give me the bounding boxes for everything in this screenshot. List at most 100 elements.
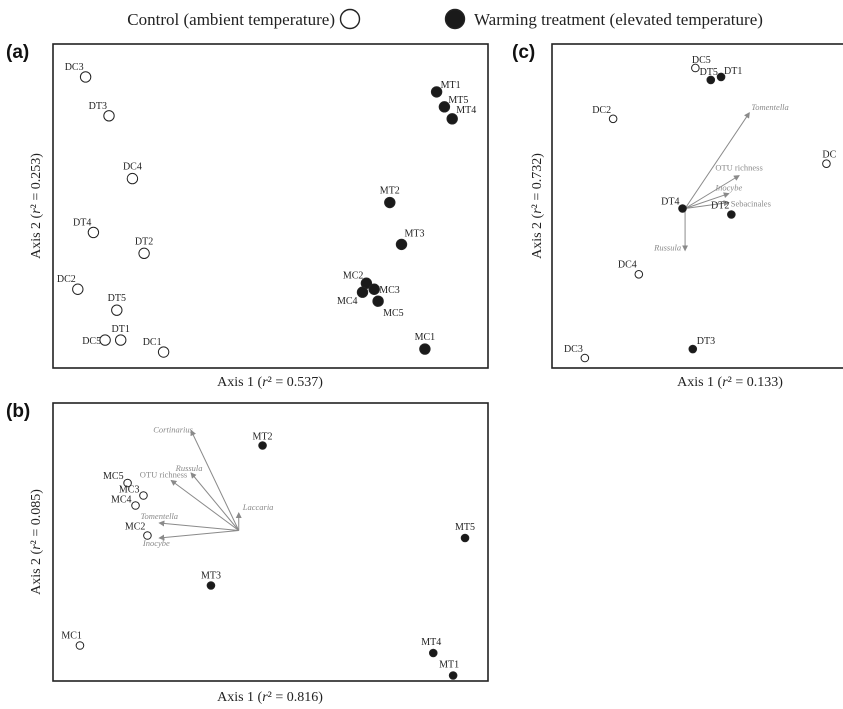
panel-a-ylabel: Axis 2 (r² = 0.253)	[29, 153, 44, 259]
point-label: MC2	[343, 270, 364, 281]
point-label: DT4	[661, 197, 679, 208]
data-point-control	[634, 269, 644, 279]
panel-a: (a) DC3 DT3 DC4 DT4 DT2 DC2 DT5 DT1 DC5 DC1 MT1 MT5…	[6, 42, 489, 390]
data-point-control	[87, 226, 100, 239]
data-point-control	[115, 334, 127, 346]
data-point-warming	[206, 581, 216, 590]
vector-label: Russula	[175, 463, 203, 473]
vector-label: Tomentella	[751, 102, 788, 112]
point-label: MC5	[383, 308, 404, 319]
point-label: DT1	[112, 324, 130, 335]
data-point-warming	[727, 210, 736, 219]
point-label: DC1	[143, 337, 162, 348]
data-point-control	[103, 110, 115, 122]
point-label: DC5	[692, 55, 711, 66]
legend-warming-marker	[444, 8, 466, 30]
point-label: MT2	[253, 432, 273, 443]
point-label: DT5	[108, 293, 126, 304]
point-label: DT3	[697, 336, 715, 347]
data-point-control	[822, 159, 831, 168]
legend-control-label: Control (ambient temperature)	[127, 10, 335, 29]
point-label: DT5	[700, 67, 718, 78]
data-point-control	[72, 283, 84, 295]
panel-c-xlabel: Axis 1 (r² = 0.133)	[677, 375, 783, 390]
point-label: DT1	[724, 66, 742, 77]
panel-b-frame	[52, 402, 489, 682]
point-label: MC4	[337, 296, 358, 307]
data-point-control	[691, 63, 700, 73]
data-point-warming	[356, 286, 369, 298]
legend-warming-label: Warming treatment (elevated temperature)	[474, 10, 763, 29]
point-label: DT4	[73, 217, 91, 228]
vector-arrow	[685, 200, 730, 210]
data-point-control	[608, 114, 618, 124]
point-label: DC2	[592, 105, 611, 116]
panel-b-ylabel: Axis 2 (r² = 0.085)	[29, 489, 44, 595]
vector-label: Laccaria	[242, 502, 274, 512]
point-label: DT2	[711, 200, 729, 211]
point-label: DC3	[65, 62, 84, 73]
panel-c-ylabel: Axis 2 (r² = 0.732)	[530, 153, 545, 259]
data-point-warming	[678, 204, 687, 213]
panel-b-xlabel: Axis 1 (r² = 0.816)	[217, 690, 323, 705]
vector-arrow	[158, 530, 239, 541]
vector-arrow	[684, 111, 750, 209]
point-label: MC4	[111, 495, 132, 506]
vector-label: OTU richness	[140, 470, 187, 480]
data-point-warming	[428, 648, 438, 658]
panel-a-frame	[52, 43, 489, 369]
point-label: MC1	[61, 631, 82, 642]
data-point-control	[123, 478, 132, 488]
panel-c-vectors: Tomentella OTU richness Inocybe Sebacinales…	[653, 102, 789, 253]
panel-c-frame	[551, 43, 843, 369]
data-point-control	[157, 346, 170, 358]
data-point-control	[99, 334, 111, 346]
panel-b-letter: (b)	[6, 401, 30, 422]
point-label: DC4	[618, 259, 637, 270]
data-point-control	[131, 501, 140, 510]
data-point-warming	[438, 101, 451, 113]
data-point-control	[138, 247, 150, 260]
point-label: MT3	[405, 228, 425, 239]
panel-a-xlabel: Axis 1 (r² = 0.537)	[217, 375, 323, 390]
point-label: DC2	[57, 274, 76, 285]
legend: Control (ambient temperature) Warming tr…	[127, 8, 763, 30]
point-label: MT5	[455, 522, 475, 533]
data-point-warming	[419, 343, 431, 355]
vector-label: OTU richness	[715, 163, 762, 173]
point-label: MT1	[441, 80, 461, 91]
point-label: DC4	[123, 162, 142, 173]
data-point-control	[126, 172, 139, 185]
data-point-warming	[716, 72, 726, 82]
data-point-warming	[372, 295, 384, 307]
vector-label: Inocybe	[714, 183, 742, 193]
data-point-warming	[395, 238, 408, 251]
data-point-warming	[446, 113, 458, 125]
data-point-warming	[384, 196, 396, 209]
data-point-warming	[460, 533, 470, 543]
vector-label: Russula	[653, 242, 681, 252]
panel-c-letter: (c)	[512, 42, 535, 63]
data-point-control	[143, 531, 152, 540]
data-point-control	[75, 641, 85, 650]
point-label: DC5	[82, 336, 101, 347]
panel-a-letter: (a)	[6, 42, 29, 63]
point-label: DT3	[89, 101, 107, 112]
data-point-control	[79, 71, 92, 83]
panel-c: (c) Tomentella OTU richness Inocybe Sebacin…	[512, 42, 843, 390]
point-label: MT1	[439, 660, 459, 671]
vector-arrow	[170, 479, 240, 531]
point-label: MC1	[415, 332, 436, 343]
point-label: MT4	[421, 637, 441, 648]
point-label: MT4	[456, 105, 476, 116]
point-label: MT3	[201, 571, 221, 582]
vector-arrow	[684, 175, 740, 209]
data-point-control	[139, 491, 148, 500]
point-label: MC3	[119, 485, 140, 496]
data-point-control	[580, 353, 590, 363]
vector-label: Cortinarius	[153, 425, 193, 435]
